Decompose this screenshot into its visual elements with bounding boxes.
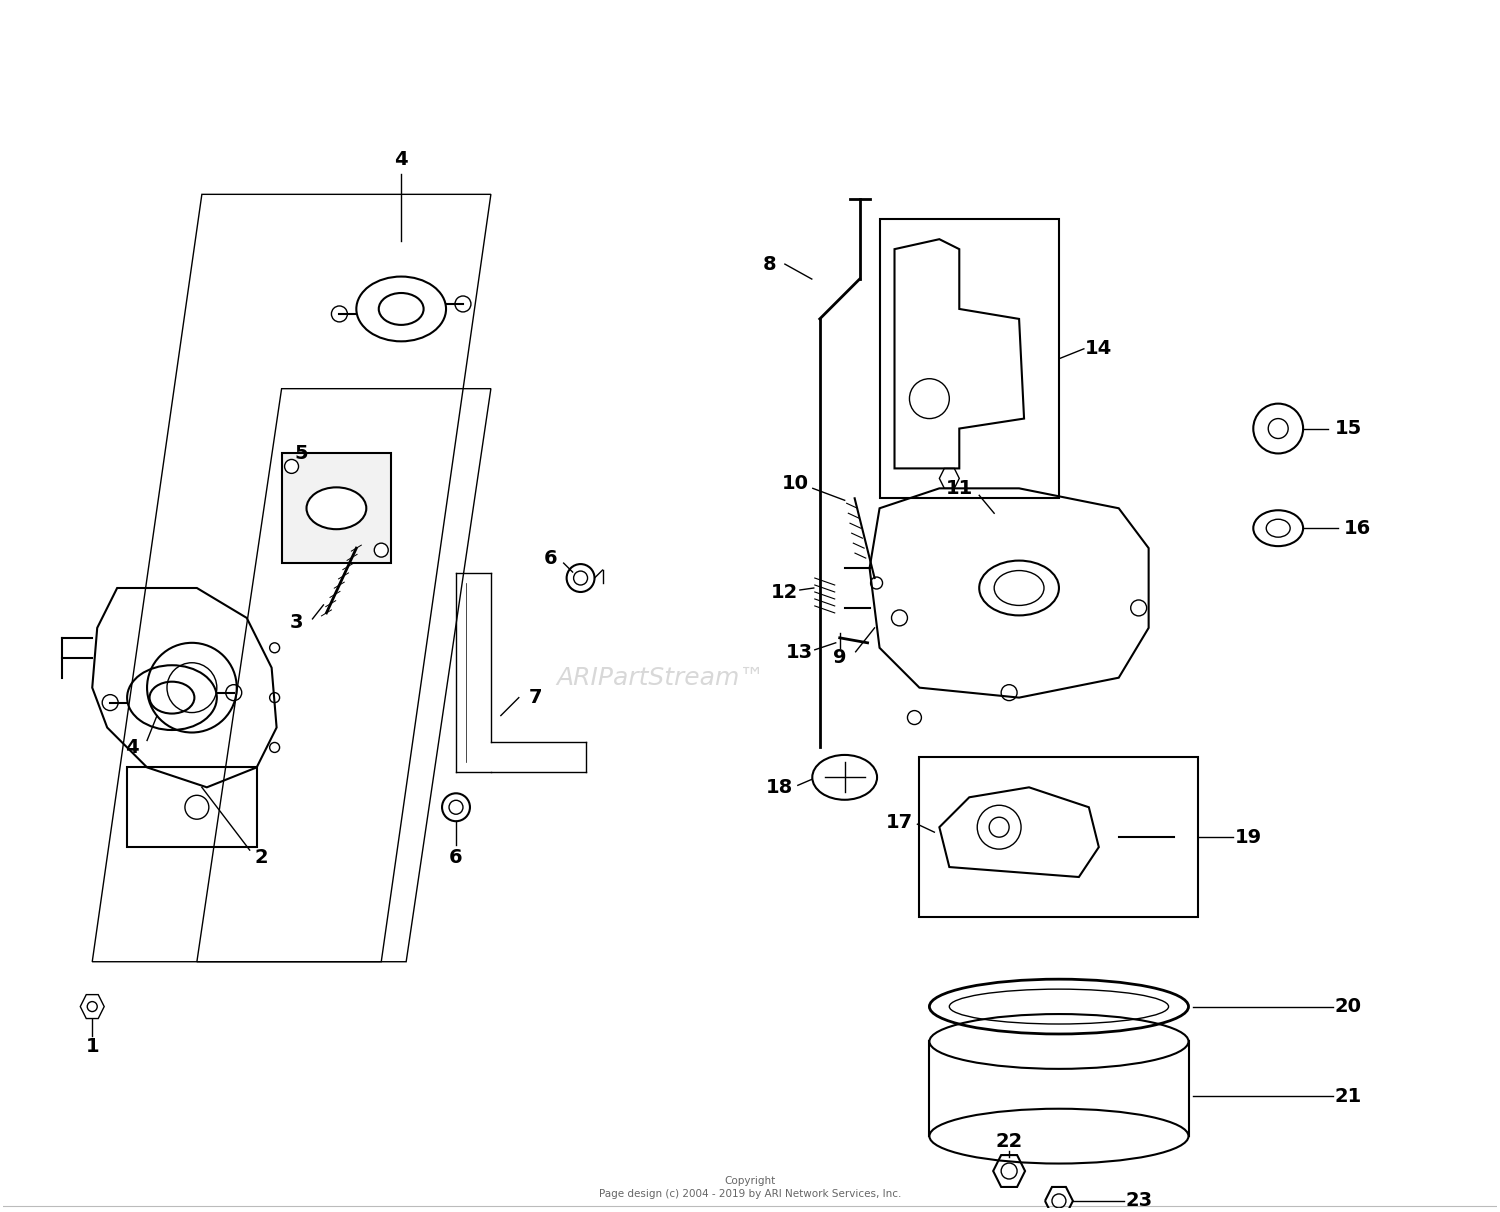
Text: 11: 11 xyxy=(945,479,974,498)
Text: 19: 19 xyxy=(1234,828,1262,847)
Text: 20: 20 xyxy=(1335,997,1362,1016)
Text: Copyright: Copyright xyxy=(724,1176,776,1187)
Text: 8: 8 xyxy=(764,255,777,274)
Text: 10: 10 xyxy=(782,474,808,493)
Text: 1: 1 xyxy=(86,1037,99,1056)
Text: 17: 17 xyxy=(886,813,914,831)
Text: 4: 4 xyxy=(126,738,140,758)
Text: 18: 18 xyxy=(766,778,794,796)
Polygon shape xyxy=(282,453,392,564)
Text: 13: 13 xyxy=(786,644,813,662)
Ellipse shape xyxy=(306,487,366,530)
Circle shape xyxy=(285,459,298,474)
Circle shape xyxy=(375,543,388,558)
Text: 23: 23 xyxy=(1125,1191,1152,1211)
Text: 6: 6 xyxy=(448,847,464,867)
Text: 5: 5 xyxy=(294,444,309,463)
Text: 6: 6 xyxy=(544,549,558,567)
Text: 15: 15 xyxy=(1335,419,1362,438)
Text: 22: 22 xyxy=(996,1132,1023,1150)
Text: 12: 12 xyxy=(771,583,798,602)
Text: 14: 14 xyxy=(1084,339,1113,359)
Text: 21: 21 xyxy=(1335,1087,1362,1105)
Text: 16: 16 xyxy=(1344,519,1371,538)
Text: 7: 7 xyxy=(530,688,543,707)
Text: Page design (c) 2004 - 2019 by ARI Network Services, Inc.: Page design (c) 2004 - 2019 by ARI Netwo… xyxy=(598,1189,902,1199)
Text: 3: 3 xyxy=(290,613,303,633)
Text: 9: 9 xyxy=(833,648,846,668)
Text: 4: 4 xyxy=(394,150,408,168)
Text: 2: 2 xyxy=(255,847,268,867)
Text: ARIPartStream™: ARIPartStream™ xyxy=(556,665,765,690)
